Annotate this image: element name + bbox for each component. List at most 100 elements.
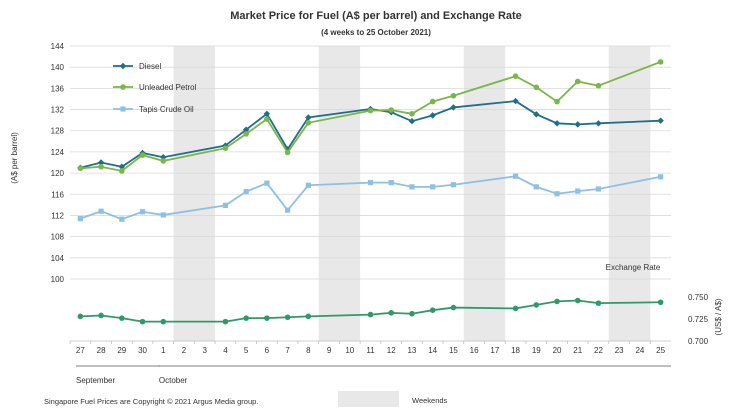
x-tick-label: 23 (615, 346, 624, 355)
data-point (429, 112, 436, 119)
data-point (450, 104, 457, 111)
data-point (139, 152, 146, 158)
data-point (430, 184, 436, 190)
y-axis-left-label: (A$ per barrel) (10, 132, 19, 184)
data-point (120, 106, 126, 112)
data-point (533, 184, 539, 190)
weekend-band-1 (173, 46, 216, 341)
weekend-band-2 (318, 46, 361, 341)
x-tick-label: 7 (285, 346, 290, 355)
data-point (450, 92, 457, 99)
data-point (533, 302, 540, 308)
data-point (554, 298, 560, 305)
x-tick-label: 22 (594, 346, 603, 355)
x-tick-label: 28 (97, 346, 106, 355)
x-tick-label: 25 (656, 346, 665, 355)
series-layer (77, 59, 664, 325)
data-point (574, 297, 581, 304)
data-point (512, 97, 519, 105)
data-point (264, 315, 270, 321)
x-tick-label: 29 (117, 346, 126, 355)
x-tick-label: 8 (306, 346, 311, 355)
series-unleaded-petrol (77, 59, 664, 174)
data-point (409, 310, 415, 317)
data-point (119, 168, 125, 174)
exchange-rate-label: Exchange Rate (606, 263, 661, 272)
y-left-tick-label: 136 (51, 84, 65, 93)
y-left-tick-label: 116 (51, 190, 64, 199)
data-point (595, 300, 602, 306)
data-point (512, 173, 519, 179)
data-point (595, 120, 602, 127)
y-left-tick-label: 100 (51, 275, 65, 284)
data-point (222, 145, 229, 152)
month-label: October (159, 376, 188, 385)
data-point (119, 315, 125, 321)
x-tick-label: 24 (635, 346, 644, 355)
chart-title: Market Price for Fuel (A$ per barrel) an… (230, 10, 522, 22)
x-tick-label: 20 (553, 346, 562, 355)
data-point (367, 311, 374, 318)
data-point (305, 114, 312, 121)
legend-label: Unleaded Petrol (139, 83, 197, 92)
data-point (657, 299, 664, 306)
y-left-tick-label: 124 (51, 148, 65, 157)
y-right-tick-label: 0.750 (688, 293, 709, 302)
chart-subtitle: (4 weeks to 25 October 2021) (321, 28, 431, 37)
data-point (160, 212, 166, 218)
y-left-tick-label: 132 (51, 106, 65, 115)
x-tick-label: 16 (470, 346, 479, 355)
x-tick-label: 11 (366, 346, 375, 355)
data-point (243, 131, 249, 137)
y-left-tick-label: 144 (51, 42, 65, 51)
series-exchange-rate (77, 297, 664, 325)
x-tick-label: 17 (490, 346, 499, 355)
series-line (80, 61, 661, 172)
data-point (658, 174, 664, 180)
weekend-band-3 (463, 46, 506, 341)
data-point (243, 315, 249, 321)
data-point (305, 182, 311, 188)
legend-label: Tapis Crude Oil (139, 105, 194, 114)
x-tick-label: 19 (532, 346, 541, 355)
x-tick-label: 14 (428, 346, 437, 355)
x-tick-label: 1 (161, 346, 166, 355)
data-point (160, 318, 167, 325)
data-point (554, 98, 560, 105)
data-point (512, 73, 519, 79)
y-left-tick-label: 104 (51, 254, 65, 263)
x-tick-label: 12 (387, 346, 396, 355)
data-point (657, 117, 664, 124)
data-point (77, 216, 83, 222)
data-point (119, 62, 127, 70)
data-point (533, 111, 540, 118)
data-point (120, 84, 126, 90)
x-tick-label: 30 (138, 346, 147, 355)
data-point (574, 121, 581, 128)
y-left-tick-label: 140 (51, 63, 65, 72)
y-left-tick-label: 120 (51, 169, 65, 178)
y-axis-right-label: (US$ / A$) (714, 298, 723, 335)
data-point (367, 107, 374, 114)
gridlines (70, 45, 671, 280)
data-point (429, 307, 436, 314)
data-point (553, 120, 561, 127)
data-point (139, 209, 146, 215)
data-point (222, 202, 229, 208)
data-point (388, 180, 394, 186)
legend-label: Diesel (139, 62, 161, 71)
data-point (139, 318, 146, 325)
month-label: September (76, 376, 115, 385)
x-tick-label: 10 (345, 346, 354, 355)
data-point (285, 207, 291, 213)
x-tick-label: 4 (223, 346, 228, 355)
x-tick-label: 27 (76, 346, 85, 355)
data-point (388, 107, 395, 113)
data-point (222, 318, 229, 325)
data-point (409, 110, 415, 117)
data-point (512, 305, 519, 312)
data-point (98, 208, 104, 214)
series-line (80, 299, 661, 323)
data-point (264, 180, 270, 186)
